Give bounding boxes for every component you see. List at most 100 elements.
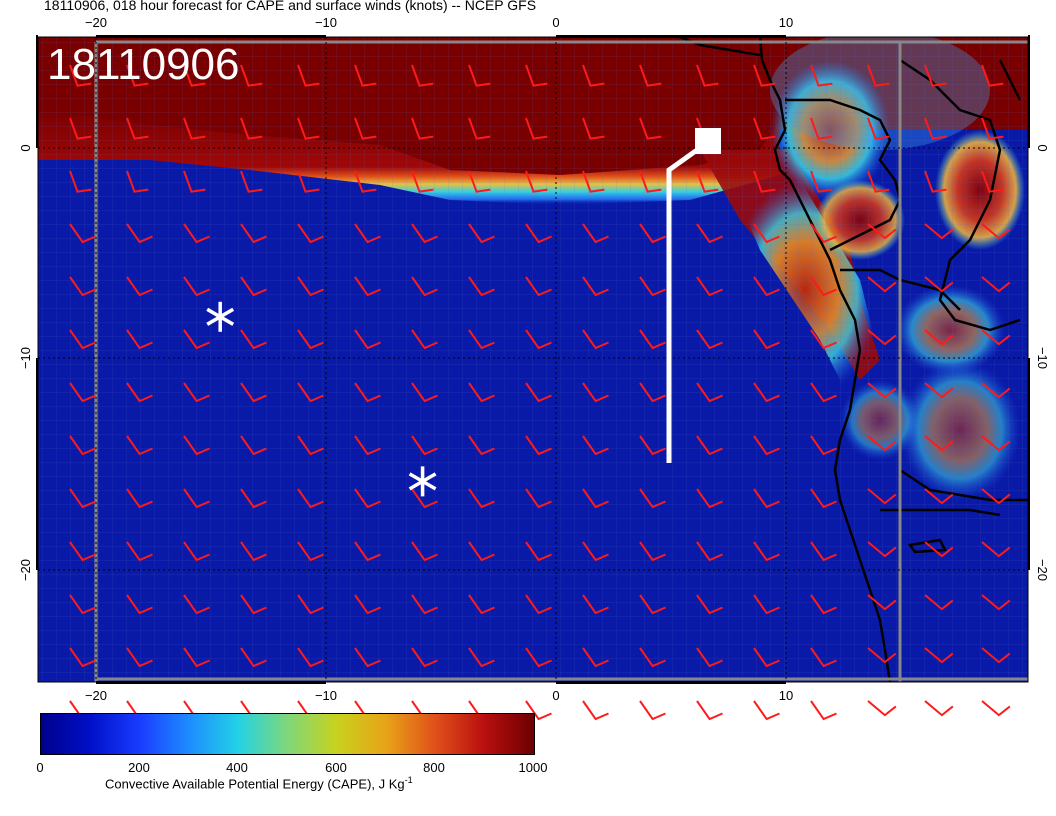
wind-barb [696, 223, 723, 244]
wind-barb [924, 276, 954, 293]
colorbar-tick: 600 [325, 760, 347, 775]
wind-barb [240, 647, 267, 668]
wind-barb [696, 329, 723, 350]
date-stamp: 18110906 [47, 40, 240, 89]
wind-barb [183, 488, 210, 509]
wind-barb [582, 488, 609, 509]
wind-barb [867, 223, 897, 240]
wind-barb [183, 382, 210, 403]
lon-ticks-bottom: −20 −10 0 10 [85, 688, 793, 703]
wind-barb [411, 329, 438, 350]
wind-barb [981, 329, 1011, 346]
wind-barb [867, 170, 890, 193]
wind-barb [753, 594, 780, 615]
wind-barb [468, 117, 491, 140]
colorbar-title: Convective Available Potential Energy (C… [105, 775, 413, 791]
wind-barb [810, 64, 833, 87]
markers [206, 301, 437, 497]
wind-barb [924, 117, 947, 140]
wind-barb [126, 647, 153, 668]
wind-barb [126, 329, 153, 350]
wind-barb [639, 329, 666, 350]
wind-barb [810, 382, 837, 403]
wind-barb [354, 541, 381, 562]
wind-barb [297, 223, 324, 244]
wind-barb [69, 382, 96, 403]
wind-barb [867, 64, 890, 87]
wind-barb [183, 647, 210, 668]
wind-barb [639, 276, 666, 297]
wind-barb [297, 594, 324, 615]
domain-box [94, 40, 1028, 682]
wind-barb [468, 223, 495, 244]
wind-barb [867, 382, 897, 399]
wind-barb [525, 700, 552, 721]
lat-tick: −20 [18, 559, 33, 581]
wind-barb [468, 541, 495, 562]
wind-barb [69, 594, 96, 615]
wind-barb [126, 488, 153, 509]
wind-barb [981, 594, 1011, 611]
colorbar-tick: 400 [226, 760, 248, 775]
lat-tick: −20 [1035, 559, 1050, 581]
wind-barb [582, 594, 609, 615]
wind-barb [525, 647, 552, 668]
wind-barb [696, 700, 723, 721]
colorbar-tick: 1000 [518, 760, 548, 775]
wind-barb [411, 435, 438, 456]
wind-barb [183, 223, 210, 244]
wind-barb [240, 435, 267, 456]
wind-barb [525, 329, 552, 350]
wind-barb [525, 488, 552, 509]
wind-barb [411, 276, 438, 297]
wind-barb [582, 329, 609, 350]
wind-barb [297, 382, 324, 403]
wind-barb [354, 329, 381, 350]
wind-barb [753, 647, 780, 668]
wind-barb [981, 647, 1011, 664]
wind-barb [582, 541, 609, 562]
wind-barb [810, 647, 837, 668]
wind-barb [126, 276, 153, 297]
wind-barb [867, 700, 897, 717]
wind-barb [354, 488, 381, 509]
wind-barb [810, 541, 837, 562]
wind-barb [696, 594, 723, 615]
wind-barb [639, 382, 666, 403]
graticule [38, 37, 1028, 682]
wind-barb [867, 647, 897, 664]
wind-barb [411, 223, 438, 244]
wind-barb [582, 435, 609, 456]
wind-barb [468, 170, 491, 193]
wind-barb [753, 488, 780, 509]
wind-barb [639, 488, 666, 509]
wind-barb [126, 223, 153, 244]
wind-barb [411, 594, 438, 615]
wind-barb [126, 117, 149, 140]
wind-barb [297, 276, 324, 297]
wind-barb [297, 170, 320, 193]
wind-barb [582, 223, 609, 244]
wind-barb [753, 541, 780, 562]
wind-barb [525, 117, 548, 140]
wind-barb [639, 170, 662, 193]
wind-barb [240, 329, 267, 350]
wind-barb [696, 276, 723, 297]
wind-barb [354, 647, 381, 668]
wind-barb [867, 435, 897, 452]
wind-barb [297, 647, 324, 668]
wind-barb [183, 64, 206, 87]
wind-barb [183, 594, 210, 615]
wind-barb [468, 488, 495, 509]
wind-barb [753, 223, 780, 244]
lon-tick: 0 [552, 688, 559, 703]
lon-tick: −10 [315, 15, 337, 30]
wind-barb [183, 541, 210, 562]
wind-barb [126, 382, 153, 403]
wind-barb [810, 223, 837, 244]
wind-barb [126, 170, 149, 193]
wind-barb [525, 594, 552, 615]
wind-barb [69, 488, 96, 509]
wind-barb [69, 170, 92, 193]
wind-barb [981, 435, 1011, 452]
